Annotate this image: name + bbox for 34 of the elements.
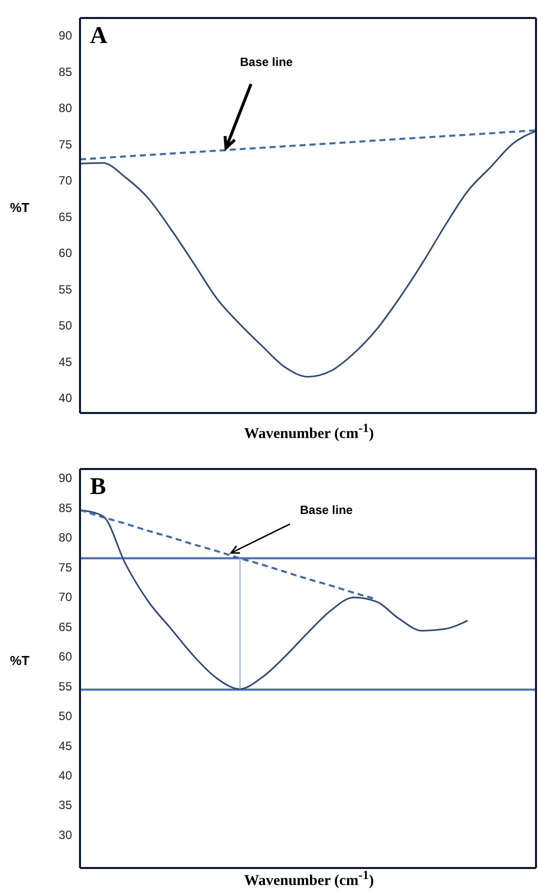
y-tick-label: 45 <box>58 354 72 369</box>
y-tick-label: 40 <box>58 768 72 782</box>
y-tick-label: 80 <box>58 101 72 116</box>
y-tick-label: 45 <box>58 738 72 753</box>
y-tick-label: 50 <box>58 318 72 333</box>
y-axis-title: %T <box>10 200 30 214</box>
y-tick-label: 85 <box>58 500 72 515</box>
y-tick-label: 65 <box>58 210 72 224</box>
line-series <box>79 129 537 160</box>
chart-title: B <box>90 474 106 501</box>
y-axis-title: %T <box>10 652 30 668</box>
annotation: Base line <box>300 503 353 517</box>
x-axis-title: Wavenumber (cm$^{-1}$) <box>243 868 375 890</box>
y-tick-label: 35 <box>58 798 72 812</box>
y-tick-label: 75 <box>58 560 72 574</box>
y-tick-label: 90 <box>58 471 72 486</box>
y-tick-label: 70 <box>58 174 72 188</box>
y-tick-label: 60 <box>58 246 72 260</box>
line-series <box>79 130 537 378</box>
y-tick-label: 40 <box>58 391 72 406</box>
y-tick-label: 55 <box>58 679 72 694</box>
y-tick-label: 65 <box>58 620 72 634</box>
y-tick-label: 60 <box>58 650 72 664</box>
y-tick-label: 75 <box>58 137 72 152</box>
y-tick-label: 80 <box>58 530 72 545</box>
y-tick-label: 70 <box>58 590 72 604</box>
y-tick-label: 85 <box>58 64 72 79</box>
y-tick-label: 50 <box>58 709 72 724</box>
chart-title: A <box>90 23 108 50</box>
y-tick-label: 55 <box>58 282 72 296</box>
y-tick-label: 30 <box>58 828 72 842</box>
y-tick-label: 90 <box>58 28 72 43</box>
annotation: Base line <box>240 55 293 69</box>
x-axis-title: Wavenumber (cm$^{-1}$) <box>243 421 375 443</box>
